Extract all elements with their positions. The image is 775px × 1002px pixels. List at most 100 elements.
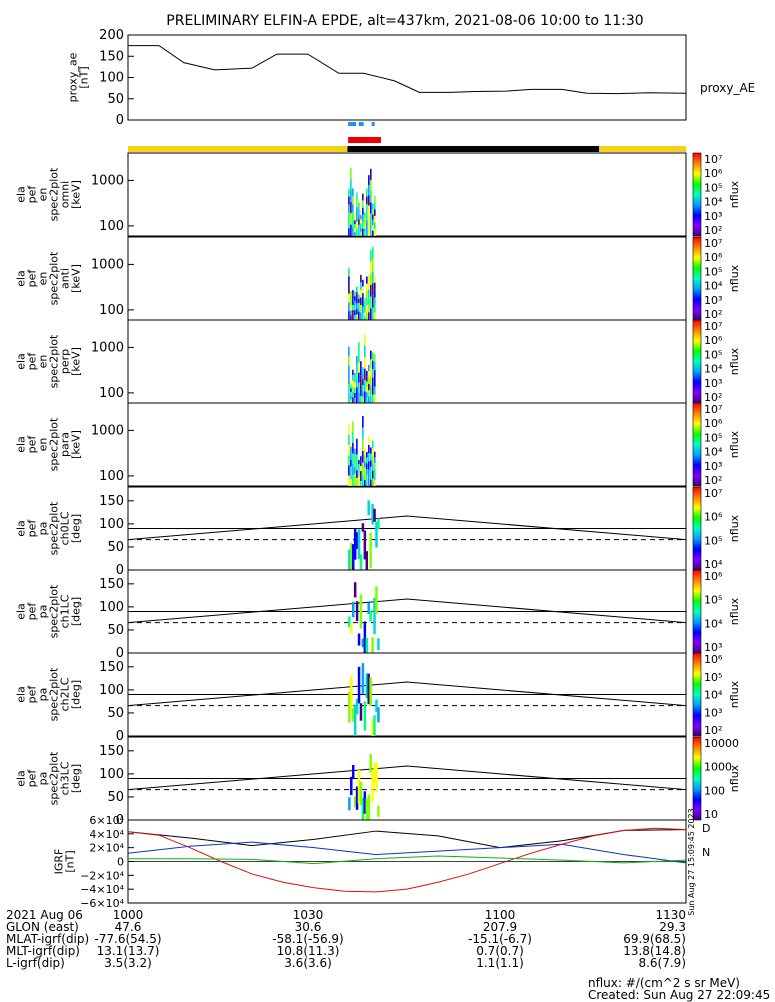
panel8-ylabel-line: [deg] <box>70 764 83 793</box>
science-zone-bar <box>348 137 381 143</box>
panel3-ylabel-line: pef <box>26 352 39 371</box>
proxy-ae-line <box>128 45 687 95</box>
panel4-colorbar-tick: 10⁵ <box>704 431 722 444</box>
footer-cell: 207.9 <box>482 920 518 934</box>
panel4-spec-cell <box>364 449 366 456</box>
panel4-spec-cell <box>350 446 352 454</box>
panel4-spec-cell <box>348 434 350 446</box>
panel2-spec-cell <box>362 279 364 287</box>
panel2-spec-cell <box>362 306 364 314</box>
panel2-spec-cell <box>366 283 368 292</box>
panel1-spec-cell <box>374 209 376 216</box>
panel8-colorbar-tick: 100 <box>704 784 725 797</box>
panel7-pa-cell <box>371 719 374 736</box>
proxy-ytick-label: 150 <box>99 49 124 64</box>
panel1-spec-cell <box>358 230 360 236</box>
panel3-ylabel-line: spec2plot <box>48 334 61 388</box>
panel1-spec-cell <box>356 192 358 200</box>
panel6-pa-cell <box>365 637 369 653</box>
panel6-ylabel-line: ela <box>15 603 28 620</box>
panel4-spec-cell <box>354 473 356 480</box>
panel3-spec-cell <box>372 377 374 387</box>
proxy-ylabel-line: [nT] <box>78 66 91 88</box>
panel4-ylabel-line: [keV] <box>70 430 83 459</box>
panel6-pa-cell <box>371 637 374 653</box>
panel4-spec-cell <box>352 453 354 465</box>
panel8-ytick-label: 0 <box>116 813 124 828</box>
panel1-spec-cell <box>352 212 354 221</box>
panel8-colorbar-tick: 1000 <box>704 761 732 774</box>
panel3-spec-cell <box>370 394 372 403</box>
panel5-colorbar-tick: 10⁴ <box>704 558 723 571</box>
sunlit-bar <box>599 146 686 152</box>
panel4-spec-cell <box>374 468 376 475</box>
panel2-spec-cell <box>354 310 356 316</box>
panel3-spec-cell <box>366 392 368 398</box>
panel7-ylabel-line: ela <box>15 686 28 703</box>
panel4-spec-cell <box>372 455 374 464</box>
panel3-spec-cell <box>362 373 364 380</box>
panel3-ytick-label: 1000 <box>91 340 124 355</box>
panel2-spec-cell <box>370 284 372 297</box>
panel2-spec-cell <box>372 295 374 308</box>
footer-cell: 1000 <box>112 908 144 922</box>
panel2-spec-cell <box>366 276 368 284</box>
panel1-spec-cell <box>368 185 370 196</box>
panel1-spec-cell <box>372 219 374 226</box>
panel4-spec-cell <box>370 466 372 474</box>
panel3-colorbar-tick: 10⁴ <box>704 363 723 376</box>
footer-cell: 1.1(1.1) <box>476 956 524 970</box>
panel3-spec-cell <box>350 384 352 389</box>
footer-cell: -15.1(-6.7) <box>468 932 532 946</box>
panel7-pa-cell <box>353 704 357 736</box>
panel3-colorbar-tick: 10⁵ <box>704 348 722 361</box>
panel6-ylabel-line: [deg] <box>70 597 83 626</box>
panel4-colorbar-tick: 10⁴ <box>704 446 723 459</box>
panel1-spec-cell <box>356 199 358 208</box>
panel3-spec-cell <box>368 390 370 397</box>
panel2-frame <box>127 236 687 321</box>
panel3-spec-cell <box>360 361 362 369</box>
panel4-spec-cell <box>356 462 358 471</box>
panel7-pa-cell <box>377 707 380 723</box>
panel2-spec-cell <box>368 297 370 305</box>
panel2-spec-cell <box>368 289 370 298</box>
panel1-spec-cell <box>374 202 376 210</box>
panel8-pa-cell <box>348 797 351 811</box>
panel8-ylabel-line: pa <box>37 772 50 786</box>
panel3-spec-cell <box>368 383 370 391</box>
panel1-spec-cell <box>358 219 360 225</box>
panel2-spec-cell <box>368 282 370 290</box>
panel6-ylabel-line: pef <box>26 602 39 621</box>
panel1-spec-cell <box>364 224 366 229</box>
panel1-spec-cell <box>350 224 352 236</box>
panel6-pa-cell <box>357 633 361 646</box>
panel3-spec-cell <box>352 369 354 376</box>
panel4-ylabel-line: ela <box>15 436 28 453</box>
panel4-spec-cell <box>350 472 352 480</box>
panel3-spec-cell <box>354 397 356 403</box>
panel1-spec-cell <box>360 227 362 232</box>
panel4-spec-cell <box>368 444 370 454</box>
panel4-colorbar-label: nflux <box>728 430 741 458</box>
panel3-spec-cell <box>358 382 360 393</box>
panel2-spec-cell <box>350 300 352 306</box>
panel2-spec-cell <box>360 304 362 313</box>
panel3-spec-cell <box>366 381 368 387</box>
panel4-colorbar-tick: 10⁷ <box>704 403 722 416</box>
panel8-pa-cell <box>359 781 363 806</box>
panel3-spec-cell <box>368 364 370 372</box>
footer-cell: 10.8(11.3) <box>276 944 340 958</box>
panel2-spec-cell <box>366 312 368 320</box>
panel7-pa-cell <box>350 675 353 713</box>
proxy-ae-panel: 200 150 100 50 0 proxy_ae[nT] proxy_AE <box>67 28 756 128</box>
panel2-spec-cell <box>370 249 372 262</box>
panel1-colorbar-tick: 10² <box>704 224 722 237</box>
panel1-spec-cell <box>358 208 360 214</box>
panel3-spec-cell <box>366 397 368 403</box>
panel1-spec-cell <box>362 221 364 229</box>
panel7-colorbar-tick: 10³ <box>704 706 722 719</box>
panel1-spec-cell <box>366 204 368 213</box>
proxy-frame <box>127 34 687 121</box>
